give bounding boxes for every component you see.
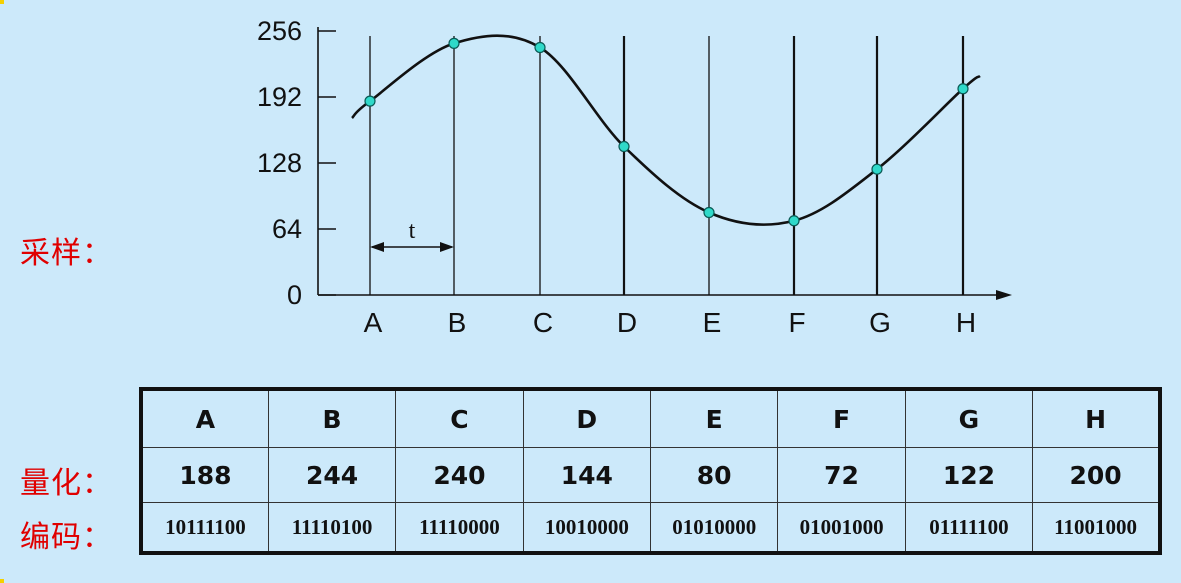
x-category-label: H — [956, 307, 976, 338]
y-tick-label: 256 — [257, 16, 302, 46]
sample-point — [788, 215, 800, 227]
sample-point — [448, 37, 460, 49]
y-tick-label: 0 — [287, 280, 302, 310]
y-tick-label: 192 — [257, 82, 302, 112]
table-header-cell: F — [777, 388, 906, 448]
sample-point — [957, 83, 969, 95]
table-header-cell: B — [267, 388, 397, 448]
sample-point — [534, 41, 546, 54]
table-code-cell: 01010000 — [649, 502, 779, 554]
signal-curve — [351, 34, 981, 226]
table-header-cell: G — [904, 388, 1034, 448]
table-value-cell: 188 — [140, 447, 269, 503]
x-category-label: C — [533, 307, 553, 338]
sample-point — [703, 206, 715, 219]
table-value-cell: 122 — [904, 447, 1034, 503]
table-code-cell: 10010000 — [522, 502, 652, 554]
table-value-cell: 72 — [777, 447, 906, 503]
table-header-cell: D — [522, 388, 652, 448]
table-value-cell: 144 — [522, 447, 652, 503]
interval-label: t — [409, 218, 416, 244]
x-category-label: E — [703, 307, 722, 338]
corner-mark-top — [0, 0, 4, 4]
x-category-label: B — [448, 307, 467, 338]
sampling-label: 采样： — [20, 236, 113, 271]
corner-mark-bottom — [0, 579, 4, 583]
table-value-row: 188 244 240 144 80 72 122 200 — [140, 447, 1161, 503]
table-value-cell: 244 — [267, 447, 397, 503]
y-tick-label: 64 — [272, 214, 302, 244]
encode-label: 编码： — [20, 520, 113, 555]
table-code-row: 10111100 11110100 11110000 10010000 0101… — [140, 502, 1161, 554]
interval-arrow-right — [440, 242, 454, 252]
table-code-cell: 11001000 — [1032, 502, 1161, 554]
x-category-label: G — [869, 307, 891, 338]
x-category-label: D — [617, 307, 637, 338]
table-header-cell: H — [1032, 388, 1161, 448]
sampling-chart: 0 64 128 192 256 A B C D E F G Ht — [257, 16, 1012, 338]
x-category-label: A — [364, 307, 383, 338]
x-category-label: F — [788, 307, 805, 338]
table-header-row: A B C D E F G H — [140, 388, 1161, 448]
sample-point — [364, 95, 376, 107]
table-value-cell: 80 — [649, 447, 779, 503]
x-axis-arrow — [996, 290, 1012, 300]
sample-point — [618, 140, 630, 153]
table-header-cell: A — [140, 388, 269, 448]
table-code-cell: 01001000 — [777, 502, 906, 554]
y-tick-label: 128 — [257, 148, 302, 178]
table-code-cell: 01111100 — [904, 502, 1034, 554]
table-header-cell: E — [649, 388, 779, 448]
table-value-cell: 200 — [1032, 447, 1161, 503]
table-code-cell: 10111100 — [140, 502, 269, 554]
quantize-label: 量化： — [20, 466, 113, 501]
table-value-cell: 240 — [395, 447, 524, 503]
table-code-cell: 11110000 — [395, 502, 524, 554]
table-code-cell: 11110100 — [267, 502, 397, 554]
table-header-cell: C — [395, 388, 524, 448]
sample-point — [871, 163, 883, 175]
quantization-table: A B C D E F G H 188 244 240 144 80 72 12… — [139, 387, 1162, 555]
interval-arrow-left — [370, 242, 384, 252]
